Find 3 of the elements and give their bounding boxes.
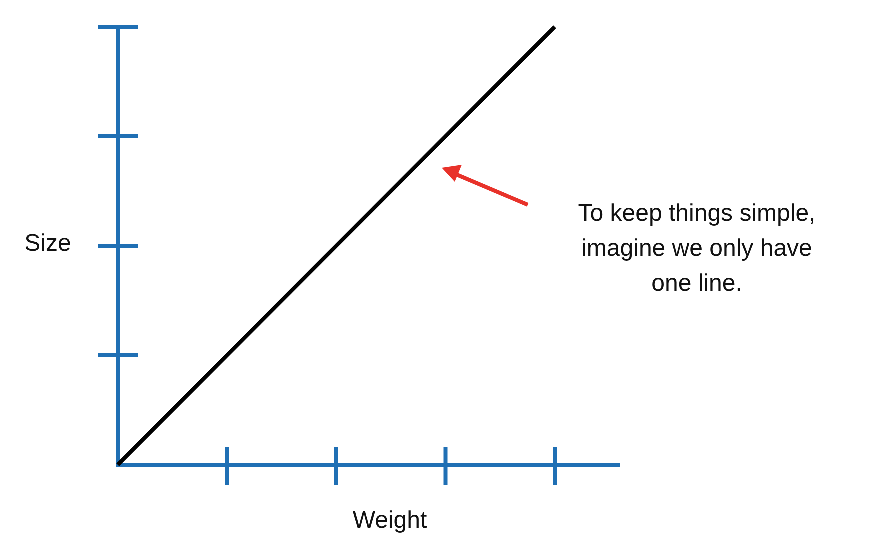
x-axis-title: Weight — [352, 507, 428, 534]
annotation: To keep things simple, imagine we only have one line. — [578, 200, 816, 297]
y-axis-title: Size — [24, 230, 72, 257]
